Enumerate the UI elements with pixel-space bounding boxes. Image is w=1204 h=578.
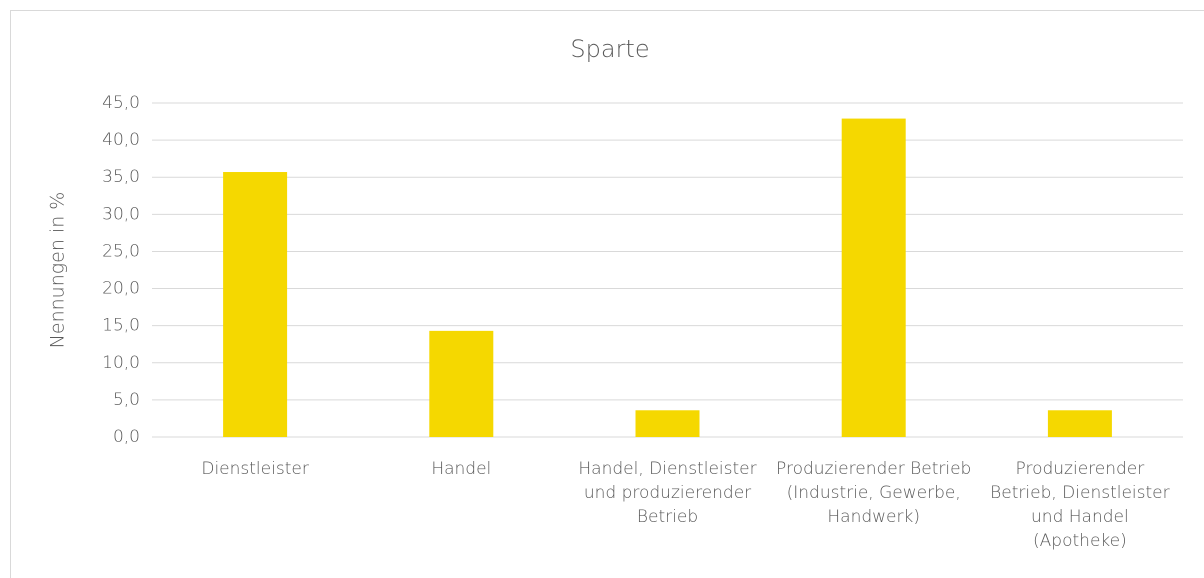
y-tick-label: 20,0 — [102, 279, 140, 299]
y-tick-label: 10,0 — [102, 353, 140, 373]
y-tick-label: 15,0 — [102, 316, 140, 336]
x-tick-label: Handel — [431, 459, 492, 479]
y-axis-label: Nennungen in % — [47, 192, 69, 349]
x-tick-label: Dienstleister — [201, 459, 309, 479]
x-tick-label: Produzierender Betrieb, Dienstleister un… — [990, 459, 1170, 551]
y-tick-label: 35,0 — [102, 167, 140, 187]
chart-border — [10, 10, 1204, 578]
bar — [635, 410, 700, 437]
bar — [429, 330, 494, 437]
y-tick-label: 5,0 — [113, 390, 140, 410]
x-tick-label: Produzierender Betrieb (Industrie, Gewer… — [776, 459, 972, 527]
bar — [841, 118, 906, 437]
y-tick-label: 30,0 — [102, 204, 140, 224]
bar — [1047, 410, 1112, 437]
y-tick-label: 0,0 — [113, 427, 140, 447]
x-tick-label: Handel, Dienstleister und produzierender… — [578, 459, 757, 527]
chart-title: Sparte — [570, 35, 649, 63]
y-tick-label: 40,0 — [102, 130, 140, 150]
y-tick-label: 45,0 — [102, 93, 140, 113]
bar — [223, 172, 288, 437]
y-tick-label: 25,0 — [102, 241, 140, 261]
